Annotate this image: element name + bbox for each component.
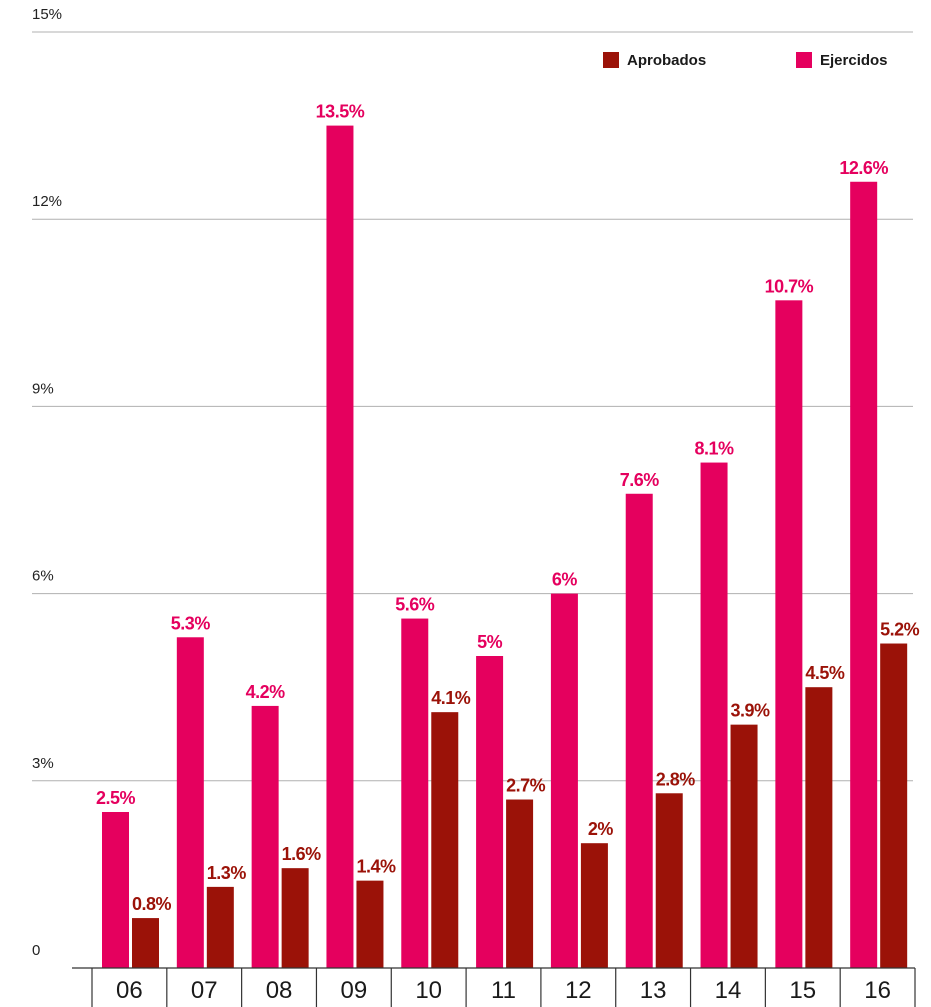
y-tick-label: 3%: [32, 755, 54, 772]
data-label-aprobados: 1.3%: [207, 863, 247, 883]
x-tick-label: 07: [191, 977, 218, 1004]
data-label-ejercidos: 5%: [477, 632, 503, 652]
data-label-ejercidos: 2.5%: [96, 788, 136, 808]
data-label-aprobados: 3.9%: [731, 701, 771, 721]
data-labels: 2.5% 0.8% 5.3% 1.3% 4.2% 1.6% 13.5% 1.4% 5.6% 4.1…: [96, 102, 920, 914]
bar-aprobados: [655, 793, 683, 968]
legend: Aprobados Ejercidos: [603, 52, 888, 69]
data-label-ejercidos: 10.7%: [765, 276, 814, 296]
data-label-ejercidos: 5.6%: [395, 595, 435, 615]
data-label-ejercidos: 6%: [552, 570, 578, 590]
bar-ejercidos: [251, 705, 279, 968]
x-tick-label: 12: [565, 977, 592, 1004]
data-label-aprobados: 5.2%: [880, 620, 920, 640]
bar-ejercidos: [401, 618, 429, 968]
x-axis: 06 07 08 09 10 11 12 13 14 15 16: [72, 967, 916, 1007]
data-label-aprobados: 1.6%: [282, 844, 322, 864]
y-tick-label: 9%: [32, 380, 54, 397]
data-label-aprobados: 0.8%: [132, 894, 172, 914]
data-label-aprobados: 2.8%: [656, 769, 696, 789]
data-label-ejercidos: 12.6%: [839, 158, 888, 178]
y-tick-label: 15%: [32, 6, 62, 23]
bar-aprobados: [880, 643, 908, 968]
y-tick-label: 6%: [32, 568, 54, 585]
bar-aprobados: [431, 712, 459, 968]
bar-ejercidos: [550, 593, 578, 968]
bar-ejercidos: [850, 181, 878, 968]
x-tick-label: 08: [266, 977, 293, 1004]
y-tick-label: 0: [32, 942, 40, 959]
bars: [102, 125, 908, 969]
legend-swatch-aprobados: [603, 52, 619, 68]
gridlines: [32, 31, 913, 782]
data-label-ejercidos: 5.3%: [171, 613, 211, 633]
data-label-ejercidos: 8.1%: [695, 439, 735, 459]
data-label-ejercidos: 4.2%: [246, 682, 286, 702]
bar-aprobados: [730, 724, 758, 968]
bar-aprobados: [356, 880, 384, 968]
data-label-ejercidos: 7.6%: [620, 470, 660, 490]
data-label-aprobados: 2.7%: [506, 776, 546, 796]
bar-ejercidos: [700, 462, 728, 968]
data-label-aprobados: 2%: [588, 819, 614, 839]
bar-ejercidos: [102, 812, 129, 968]
legend-label-aprobados: Aprobados: [627, 52, 706, 69]
bar-aprobados: [506, 799, 534, 968]
legend-label-ejercidos: Ejercidos: [820, 52, 888, 69]
x-tick-label: 06: [116, 977, 143, 1004]
bar-ejercidos: [625, 493, 653, 968]
y-axis-ticks: 0 3% 6% 9% 12% 15%: [32, 6, 62, 959]
bar-aprobados: [206, 886, 234, 968]
y-tick-label: 12%: [32, 193, 62, 210]
bar-ejercidos: [775, 300, 803, 968]
data-label-ejercidos: 13.5%: [316, 102, 365, 122]
x-tick-label: 13: [640, 977, 667, 1004]
legend-swatch-ejercidos: [796, 52, 812, 68]
bar-aprobados: [281, 868, 309, 968]
x-tick-label: 16: [864, 977, 891, 1004]
bar-aprobados: [580, 843, 608, 968]
data-label-aprobados: 1.4%: [356, 857, 396, 877]
x-tick-label: 14: [715, 977, 742, 1004]
bar-aprobados: [805, 687, 833, 968]
bar-aprobados: [132, 918, 159, 968]
x-tick-label: 09: [341, 977, 368, 1004]
bar-ejercidos: [476, 656, 504, 968]
data-label-aprobados: 4.5%: [805, 663, 845, 683]
x-tick-label: 15: [789, 977, 816, 1004]
x-tick-label: 10: [415, 977, 442, 1004]
bar-ejercidos: [326, 125, 354, 969]
x-tick-label: 11: [491, 977, 516, 1004]
data-label-aprobados: 4.1%: [431, 688, 471, 708]
bar-ejercidos: [176, 637, 204, 968]
